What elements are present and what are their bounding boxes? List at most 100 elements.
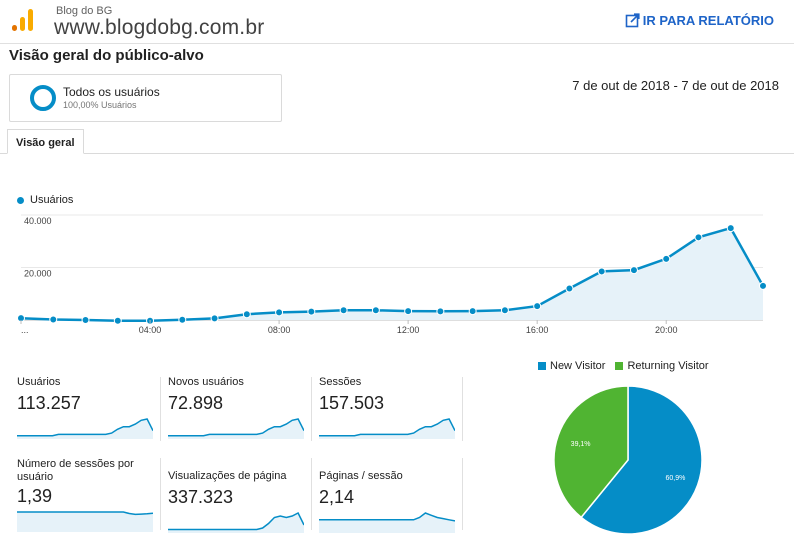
data-point: [275, 308, 284, 317]
data-point: [533, 302, 542, 311]
y-tick-label: 20.000: [24, 269, 52, 279]
pie-slice: [553, 385, 629, 519]
metric-label: Novos usuários: [168, 376, 244, 388]
metric-value: 72.898: [168, 393, 224, 413]
open-in-new-icon: [625, 13, 640, 28]
metric-divider: [462, 458, 463, 530]
metric-value: 337.323: [168, 487, 234, 507]
x-tick-label: 16:00: [526, 325, 549, 335]
data-point: [242, 310, 251, 319]
legend-label-returning: Returning Visitor: [627, 360, 709, 372]
data-point: [597, 267, 606, 276]
data-point: [404, 307, 413, 316]
y-tick-label: 40.000: [24, 216, 52, 226]
data-point: [629, 266, 638, 275]
metric-value: 157.503: [319, 393, 385, 413]
page-title: Visão geral do público-alvo: [9, 47, 204, 64]
legend-label-users: Usuários: [30, 194, 74, 206]
data-point: [371, 306, 380, 315]
x-tick-label: 20:00: [655, 325, 678, 335]
sparkline: [168, 418, 304, 439]
data-point: [726, 224, 735, 233]
x-tick-label: 12:00: [397, 325, 420, 335]
segment-percent: 100,00% Usuários: [63, 100, 137, 110]
segment-name: Todos os usuários: [63, 85, 160, 99]
sparkline-area: [17, 512, 153, 532]
metric-sessions-per-user[interactable]: Número de sessões por usuário 1,39: [17, 458, 157, 532]
metric-divider: [462, 377, 463, 441]
metric-value: 2,14: [319, 487, 355, 507]
sparkline-line: [319, 512, 455, 522]
legend-label-new: New Visitor: [550, 360, 606, 372]
metric-users[interactable]: Usuários 113.257: [17, 376, 157, 439]
sparkline-line: [168, 511, 304, 531]
data-point: [694, 233, 703, 242]
metric-pageviews[interactable]: Visualizações de página 337.323: [168, 470, 308, 533]
legend-dot-users: [17, 196, 24, 204]
account-name: Blog do BG: [56, 5, 113, 17]
data-point: [339, 306, 348, 315]
users-line-chart: 40.000 20.000... 04:00 08:00 12:00 16:00 20:00: [17, 214, 767, 335]
metric-value: 113.257: [17, 393, 81, 413]
sparkline-area: [168, 419, 304, 439]
tab-bar: Visão geral: [0, 129, 794, 154]
data-point: [49, 315, 58, 324]
pie-slice-label: 60,9%: [665, 475, 685, 482]
x-tick-label: 04:00: [139, 325, 162, 335]
metric-sessions[interactable]: Sessões 157.503: [319, 376, 459, 439]
data-point: [210, 314, 219, 323]
data-point: [759, 281, 767, 290]
property-url[interactable]: www.blogdobg.com.br: [54, 16, 265, 39]
sparkline: [319, 418, 455, 439]
sparkline: [17, 418, 153, 439]
sparkline-area: [319, 513, 455, 533]
pie-legend-item[interactable]: New Visitor: [538, 360, 605, 372]
metric-divider: [311, 377, 312, 441]
top-bar: Blog do BG www.blogdobg.com.br IR PARA R…: [0, 0, 794, 44]
segment-ring-icon: [30, 85, 56, 111]
data-point: [500, 306, 509, 315]
x-tick-label: 08:00: [268, 325, 291, 335]
data-point: [662, 254, 671, 263]
visitor-type-pie-chart: 60,9% 39,1%: [553, 385, 703, 535]
metric-value: 1,39: [17, 486, 53, 506]
go-to-report-button[interactable]: IR PARA RELATÓRIO: [625, 13, 774, 28]
data-point: [178, 315, 187, 324]
sparkline-area: [319, 419, 455, 439]
line-chart-legend: Usuários: [17, 194, 73, 206]
sparkline: [17, 511, 153, 532]
legend-swatch-new: [538, 362, 546, 370]
analytics-logo-icon: [12, 9, 33, 31]
metric-label: Usuários: [17, 376, 61, 388]
sparkline-line: [17, 418, 153, 437]
metric-divider: [311, 458, 312, 530]
pie-slice: [580, 385, 703, 535]
sparkline-line: [168, 418, 304, 437]
metric-label: Páginas / sessão: [319, 470, 403, 482]
pie-slice-label: 39,1%: [571, 441, 591, 448]
x-tick-label: ...: [21, 325, 29, 335]
sparkline-area: [17, 419, 153, 439]
sparkline: [168, 511, 304, 533]
users-line: [20, 226, 765, 323]
users-area: [21, 228, 763, 321]
tab-overview[interactable]: Visão geral: [7, 129, 84, 154]
sparkline-area: [168, 513, 304, 533]
metric-label: Sessões: [319, 376, 362, 388]
segment-selector[interactable]: Todos os usuários 100,00% Usuários: [9, 74, 282, 122]
data-point: [468, 307, 477, 316]
metric-divider: [160, 377, 161, 441]
pie-legend-item[interactable]: Returning Visitor: [615, 360, 709, 372]
metric-pages-per-session[interactable]: Páginas / sessão 2,14: [319, 470, 459, 533]
data-point: [565, 284, 574, 293]
sparkline-line: [319, 418, 455, 437]
data-point: [81, 316, 90, 324]
data-point: [436, 307, 445, 316]
metric-new-users[interactable]: Novos usuários 72.898: [168, 376, 308, 439]
data-point: [307, 307, 316, 316]
metric-divider: [160, 458, 161, 530]
legend-swatch-returning: [615, 362, 624, 370]
date-range-picker[interactable]: 7 de out de 2018 - 7 de out de 2018: [572, 78, 779, 93]
metric-label: Número de sessões por usuário: [17, 458, 134, 483]
pie-legend: New Visitor Returning Visitor: [538, 360, 709, 372]
